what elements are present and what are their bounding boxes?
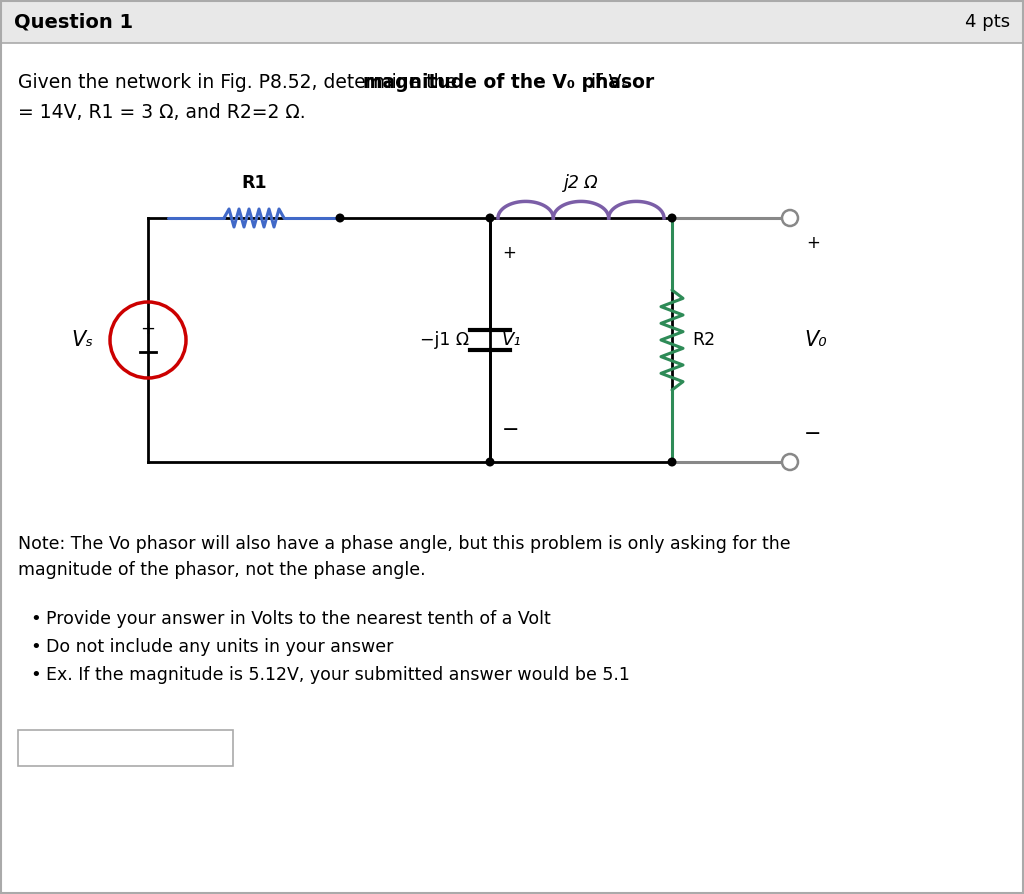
Text: Note: The Vo phasor will also have a phase angle, but this problem is only askin: Note: The Vo phasor will also have a pha… <box>18 535 791 553</box>
Text: •: • <box>30 638 41 656</box>
Text: +: + <box>502 244 516 262</box>
Circle shape <box>782 454 798 470</box>
Text: −: − <box>804 424 821 444</box>
Text: Given the network in Fig. P8.52, determine the: Given the network in Fig. P8.52, determi… <box>18 73 463 92</box>
Text: Question 1: Question 1 <box>14 13 133 31</box>
Text: Ex. If the magnitude is 5.12V, your submitted answer would be 5.1: Ex. If the magnitude is 5.12V, your subm… <box>46 666 630 684</box>
FancyBboxPatch shape <box>1 43 1023 893</box>
Text: •: • <box>30 666 41 684</box>
FancyBboxPatch shape <box>18 730 233 766</box>
Text: j2 Ω: j2 Ω <box>563 174 598 192</box>
Text: +: + <box>806 234 820 252</box>
Circle shape <box>485 214 495 223</box>
Text: −j1 Ω: −j1 Ω <box>420 331 469 349</box>
Text: Provide your answer in Volts to the nearest tenth of a Volt: Provide your answer in Volts to the near… <box>46 610 551 628</box>
Text: V₁: V₁ <box>502 331 521 349</box>
Circle shape <box>668 458 677 467</box>
Text: Do not include any units in your answer: Do not include any units in your answer <box>46 638 393 656</box>
Text: R2: R2 <box>692 331 715 349</box>
Text: −: − <box>502 420 519 440</box>
Circle shape <box>668 214 677 223</box>
Circle shape <box>782 210 798 226</box>
Text: +: + <box>140 320 156 338</box>
Text: magnitude of the V₀ phasor: magnitude of the V₀ phasor <box>362 73 654 92</box>
Circle shape <box>336 214 344 223</box>
FancyBboxPatch shape <box>1 1 1023 43</box>
Text: magnitude of the phasor, not the phase angle.: magnitude of the phasor, not the phase a… <box>18 561 426 579</box>
Text: Vₛ: Vₛ <box>71 330 93 350</box>
Text: 4 pts: 4 pts <box>965 13 1010 31</box>
Text: •: • <box>30 610 41 628</box>
Text: R1: R1 <box>242 174 267 192</box>
Text: = 14V, R1 = 3 Ω, and R2=2 Ω.: = 14V, R1 = 3 Ω, and R2=2 Ω. <box>18 103 305 122</box>
Circle shape <box>485 458 495 467</box>
Text: if Vₛ: if Vₛ <box>585 73 629 92</box>
Text: V₀: V₀ <box>804 330 826 350</box>
